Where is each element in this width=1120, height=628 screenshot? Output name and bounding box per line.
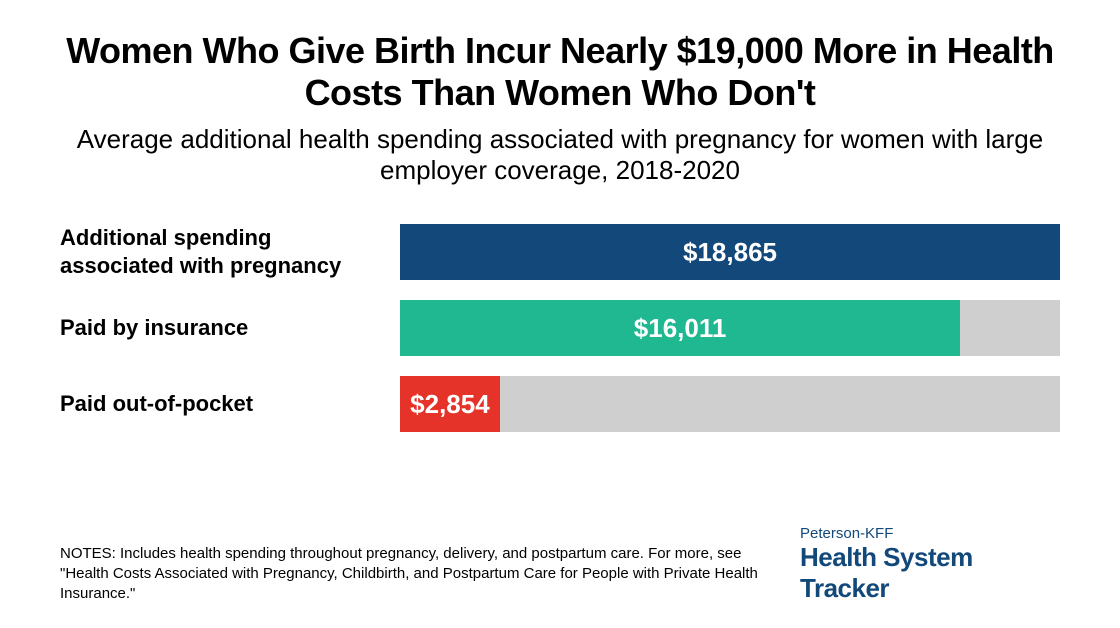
- page-subtitle: Average additional health spending assoc…: [60, 124, 1060, 186]
- notes-text: NOTES: Includes health spending througho…: [60, 544, 760, 604]
- bar-track: $16,011: [400, 300, 1060, 356]
- bar-chart: Additional spending associated with preg…: [60, 224, 1060, 452]
- bar-foreground: $16,011: [400, 300, 960, 356]
- chart-row: Additional spending associated with preg…: [60, 224, 1060, 280]
- bar-foreground: $18,865: [400, 224, 1060, 280]
- bar-value: $18,865: [683, 237, 777, 268]
- bar-track: $18,865: [400, 224, 1060, 280]
- bar-track: $2,854: [400, 376, 1060, 432]
- source-logo: Peterson-KFF Health System Tracker: [800, 525, 1060, 604]
- row-label: Paid out-of-pocket: [60, 390, 400, 418]
- footer: NOTES: Includes health spending througho…: [60, 525, 1060, 604]
- logo-bottom-line: Health System Tracker: [800, 542, 1060, 604]
- chart-row: Paid out-of-pocket $2,854: [60, 376, 1060, 432]
- bar-value: $2,854: [410, 389, 490, 420]
- page-title: Women Who Give Birth Incur Nearly $19,00…: [60, 30, 1060, 114]
- logo-top-line: Peterson-KFF: [800, 525, 1060, 542]
- chart-row: Paid by insurance $16,011: [60, 300, 1060, 356]
- row-label: Additional spending associated with preg…: [60, 224, 400, 280]
- infographic-container: Women Who Give Birth Incur Nearly $19,00…: [0, 0, 1120, 628]
- bar-foreground: $2,854: [400, 376, 500, 432]
- bar-value: $16,011: [634, 313, 727, 344]
- row-label: Paid by insurance: [60, 314, 400, 342]
